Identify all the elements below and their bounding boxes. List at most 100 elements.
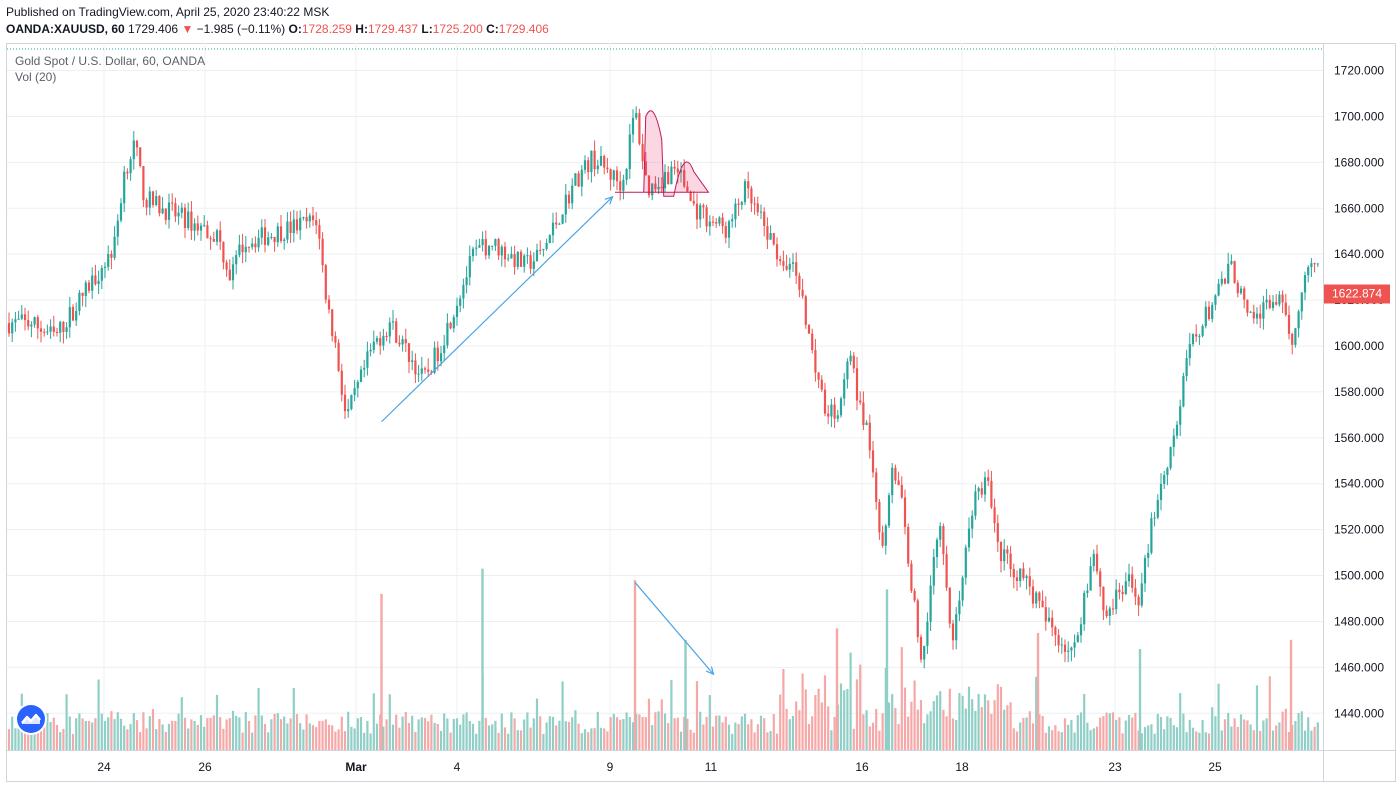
volume-bar xyxy=(577,723,580,750)
volume-bar xyxy=(615,717,619,750)
candle-body xyxy=(36,317,39,329)
candle-body xyxy=(1265,299,1268,303)
volume-bar xyxy=(103,721,107,750)
volume-bar xyxy=(1198,732,1201,750)
candle-body xyxy=(286,221,289,240)
volume-bar xyxy=(1073,732,1076,750)
volume-bar xyxy=(958,693,961,750)
volume-bar xyxy=(833,717,836,750)
price-chart[interactable]: 1440.000 1460.000 1480.000 1500.000 1520.000… xyxy=(0,43,1396,786)
candle-body xyxy=(199,225,203,231)
volume-bar xyxy=(625,712,628,750)
price-axis[interactable]: 1440.000 1460.000 1480.000 1500.000 1520.000… xyxy=(1334,64,1384,721)
candle-body xyxy=(769,233,772,240)
volume-bar xyxy=(1297,713,1300,750)
volume-bar xyxy=(657,711,660,750)
volume-bar xyxy=(1115,719,1118,750)
volume-bar xyxy=(1111,712,1115,750)
arrow-down-head xyxy=(705,666,715,676)
candle-body xyxy=(580,169,583,187)
volume-bar xyxy=(1249,724,1252,750)
volume-bar xyxy=(974,710,977,750)
arrow-up-head xyxy=(604,195,614,205)
candle-body xyxy=(459,298,462,306)
candle-body xyxy=(247,246,251,248)
candle-body xyxy=(993,507,996,524)
volume-bar xyxy=(590,728,593,750)
volume-bar xyxy=(731,733,734,750)
time-axis[interactable]: 24 26 Mar 4 9 11 16 18 23 25 xyxy=(97,760,1222,774)
candle-body xyxy=(238,244,241,256)
candle-body xyxy=(596,165,599,170)
volume-bar xyxy=(1070,719,1073,750)
volume-bar xyxy=(507,733,510,750)
volume-bar xyxy=(932,701,935,750)
volume-bar xyxy=(1054,725,1057,750)
volume-bar xyxy=(78,713,81,750)
volume-bar xyxy=(612,713,615,750)
candle-body xyxy=(87,282,91,291)
y-tick-label: 1540.000 xyxy=(1334,477,1384,491)
volume-bar xyxy=(167,723,171,750)
candle-body xyxy=(743,181,747,203)
logo-glyph xyxy=(21,713,41,724)
candle-body xyxy=(542,248,545,251)
candle-body xyxy=(324,265,327,300)
volume-bar xyxy=(564,721,567,750)
candle-body xyxy=(14,319,17,323)
candle-body xyxy=(129,159,132,174)
volume-bar xyxy=(571,717,574,750)
candle-body xyxy=(167,202,171,220)
candle-body xyxy=(193,223,196,231)
candle-body xyxy=(747,181,750,189)
volume-bar xyxy=(779,694,782,750)
tradingview-logo-icon[interactable] xyxy=(17,705,45,733)
volume-bar xyxy=(769,730,772,750)
candle-body xyxy=(654,183,657,190)
candle-body xyxy=(382,335,385,346)
candle-body xyxy=(619,181,622,191)
volume-bar xyxy=(702,724,705,750)
volume-bar xyxy=(923,723,926,750)
volume-bar xyxy=(1281,711,1284,750)
candle-body xyxy=(1291,333,1294,345)
candle-body xyxy=(1271,302,1275,308)
candle-body xyxy=(849,355,852,362)
candle-body xyxy=(388,322,391,337)
volume-bar xyxy=(622,719,625,750)
volume-bar xyxy=(1009,702,1012,750)
candle-body xyxy=(532,261,535,269)
candle-body xyxy=(1025,576,1028,579)
candle-body xyxy=(46,331,49,333)
candle-body xyxy=(971,515,974,529)
candle-body xyxy=(577,173,580,187)
candle-body xyxy=(1313,263,1316,265)
volume-bar xyxy=(747,724,750,750)
candle-body xyxy=(609,169,612,180)
candle-body xyxy=(955,614,958,641)
high-label: H: xyxy=(355,22,368,36)
volume-bar xyxy=(1012,728,1015,750)
volume-peak-bar xyxy=(380,593,383,750)
candle-body xyxy=(612,170,615,180)
volume-bar xyxy=(180,697,183,750)
volume-bar xyxy=(65,694,68,750)
volume-bar xyxy=(1307,717,1310,750)
candle-body xyxy=(103,266,107,268)
volume-bar xyxy=(311,725,315,750)
candle-body xyxy=(683,170,686,187)
candle-body xyxy=(1006,549,1009,554)
candle-body xyxy=(974,491,977,516)
volume-bar xyxy=(718,715,721,750)
volume-bar xyxy=(7,729,11,750)
volume-bar xyxy=(1259,730,1262,750)
symbol-label: OANDA:XAUUSD, 60 xyxy=(6,22,125,36)
volume-bar xyxy=(999,686,1003,750)
candle-body xyxy=(1275,302,1278,305)
volume-bar xyxy=(27,730,30,750)
volume-bar xyxy=(686,718,689,750)
volume-bar xyxy=(1201,719,1204,750)
volume-bar xyxy=(1191,727,1195,750)
volume-bar xyxy=(1316,722,1319,750)
candle-body xyxy=(299,217,302,231)
